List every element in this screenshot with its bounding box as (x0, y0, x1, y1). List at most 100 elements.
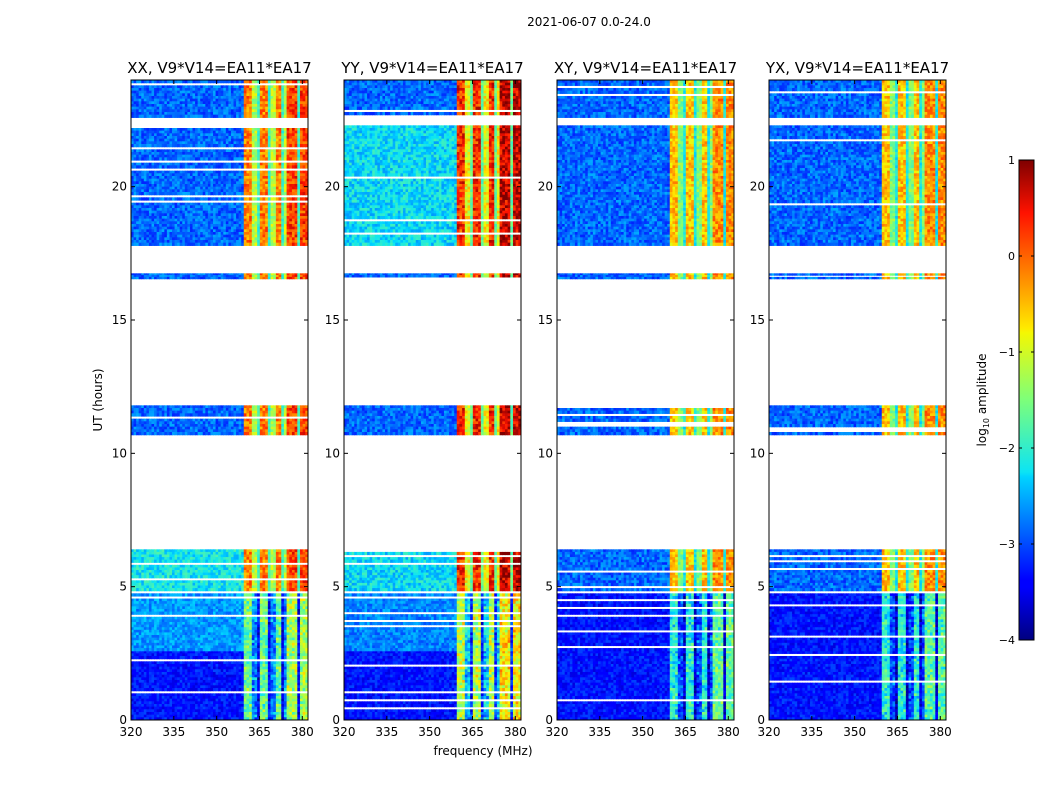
heatmap-cell (177, 674, 181, 678)
heatmap-cell (177, 133, 181, 137)
heatmap-cell (225, 410, 229, 414)
heatmap-cell (218, 653, 222, 657)
heatmap-cell (210, 629, 214, 634)
heatmap-cell (281, 642, 285, 647)
heatmap-cell (187, 593, 191, 597)
heatmap-cell (174, 585, 178, 589)
heatmap-cell (259, 661, 264, 665)
heatmap-cell (259, 664, 264, 668)
heatmap-cell (228, 714, 232, 718)
heatmap-cell (184, 572, 188, 576)
heatmap-cell (259, 712, 264, 716)
heatmap-cell (267, 405, 272, 409)
heatmap-cell (205, 712, 209, 716)
heatmap-cell (184, 693, 188, 697)
heatmap-cell (225, 640, 229, 644)
heatmap-cell (210, 661, 214, 665)
heatmap-cell (305, 559, 308, 563)
heatmap-cell (228, 706, 232, 710)
heatmap-cell (305, 616, 308, 620)
heatmap-cell (172, 653, 176, 657)
heatmap-cell (159, 709, 163, 713)
heatmap-cell (233, 701, 237, 705)
heatmap-cell (262, 606, 266, 610)
heatmap-cell (205, 709, 209, 713)
heatmap-cell (305, 593, 308, 597)
heatmap-cell (202, 693, 206, 697)
heatmap-cell (286, 714, 290, 718)
heatmap-cell (151, 572, 155, 576)
heatmap-cell (273, 580, 277, 584)
heatmap-cell (236, 696, 240, 700)
heatmap-cell (228, 616, 232, 620)
heatmap-cell (159, 664, 163, 668)
heatmap-cell (273, 672, 277, 676)
heatmap-cell (262, 557, 266, 561)
heatmap-cell (207, 580, 212, 584)
heatmap-cell (187, 717, 191, 720)
heatmap-cell (179, 567, 183, 571)
heatmap-cell (151, 696, 155, 700)
heatmap-cell (283, 704, 288, 708)
heatmap-cell (172, 645, 176, 649)
heatmap-cell (136, 426, 140, 430)
heatmap-cell (283, 619, 288, 623)
heatmap-cell (202, 557, 206, 561)
heatmap-cell (246, 622, 250, 626)
heatmap-cell (238, 424, 242, 428)
heatmap-cell (225, 637, 229, 641)
heatmap-cell (187, 672, 191, 676)
heatmap-cell (131, 619, 135, 623)
heatmap-cell (174, 661, 178, 665)
heatmap-cell (189, 549, 194, 553)
heatmap-cell (146, 429, 150, 433)
heatmap-cell (251, 656, 256, 660)
heatmap-cell (228, 677, 232, 681)
heatmap-cell (207, 627, 212, 631)
heatmap-cell (215, 706, 219, 710)
heatmap-cell (228, 627, 232, 631)
heatmap-cell (210, 656, 214, 660)
heatmap-cell (169, 429, 173, 433)
heatmap-cell (230, 642, 235, 647)
heatmap-cell (184, 629, 188, 634)
heatmap-cell (195, 706, 199, 710)
heatmap-cell (192, 276, 196, 280)
heatmap-cell (189, 429, 194, 433)
heatmap-cell (200, 714, 204, 718)
heatmap-cell (289, 424, 293, 428)
heatmap-cell (164, 696, 168, 700)
heatmap-cell (257, 424, 261, 428)
heatmap-cell (136, 598, 140, 602)
heatmap-cell (294, 672, 298, 676)
heatmap-cell (297, 682, 301, 686)
heatmap-cell (205, 128, 209, 132)
heatmap-cell (230, 410, 235, 414)
heatmap-cell (159, 130, 163, 134)
heatmap-cell (265, 645, 269, 649)
heatmap-cell (210, 637, 214, 641)
heatmap-cell (159, 627, 163, 631)
heatmap-cell (184, 648, 188, 652)
heatmap-cell (286, 645, 290, 649)
heatmap-cell (259, 666, 264, 670)
heatmap-cell (294, 557, 298, 561)
heatmap-cell (179, 624, 183, 628)
heatmap-cell (205, 672, 209, 676)
heatmap-cell (243, 682, 248, 686)
heatmap-cell (143, 601, 147, 605)
heatmap-cell (220, 601, 224, 605)
heatmap-cell (297, 661, 301, 665)
heatmap-cell (273, 664, 277, 668)
heatmap-cell (215, 714, 219, 718)
heatmap-cell (238, 408, 242, 412)
heatmap-cell (210, 645, 214, 649)
heatmap-cell (286, 669, 290, 673)
heatmap-cell (200, 698, 204, 702)
heatmap-cell (161, 656, 165, 660)
heatmap-cell (143, 564, 147, 569)
heatmap-cell (275, 582, 280, 587)
heatmap-cell (210, 408, 214, 412)
heatmap-cell (138, 580, 142, 584)
heatmap-cell (249, 656, 253, 660)
